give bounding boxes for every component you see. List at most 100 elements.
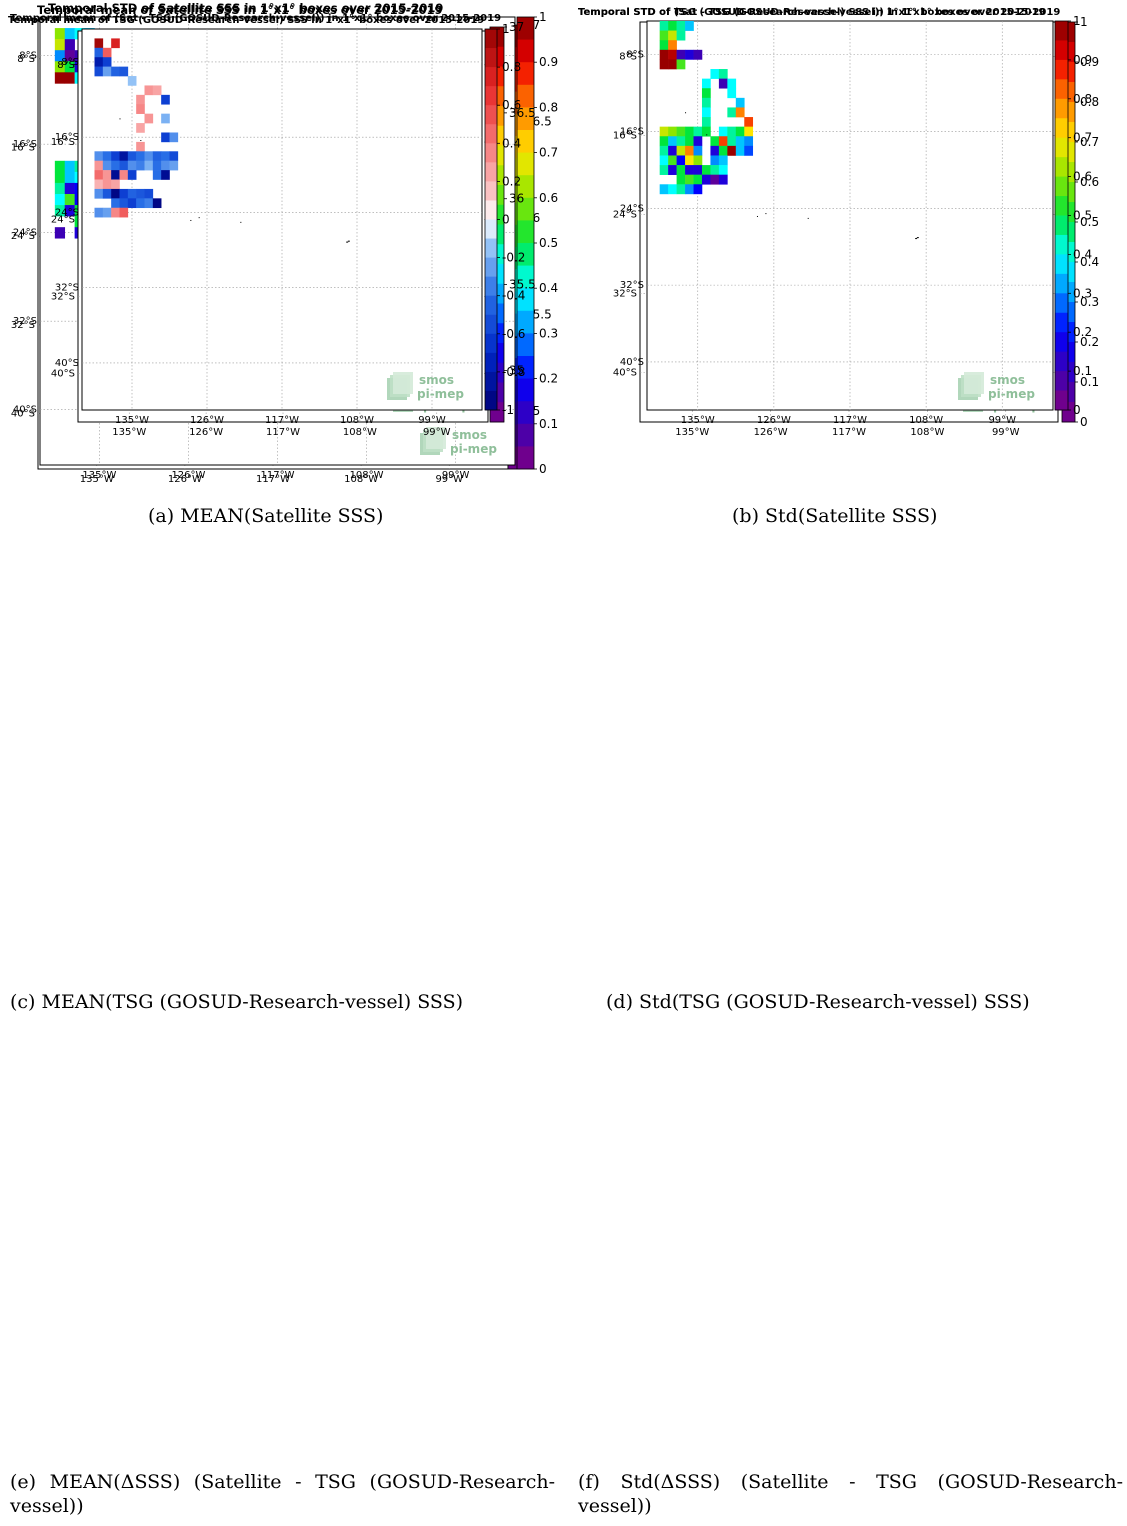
island [198,217,200,219]
colorbar-band [517,175,534,199]
grid-cell [735,126,745,137]
colorbar-tick-label: 35 [509,363,524,377]
island [346,241,349,243]
colorbar-tick-label: 0.1 [1073,364,1092,378]
grid-cell [710,145,720,156]
grid-cell [111,188,120,199]
colorbar-tick-label: 37 [509,20,524,34]
x-tick-label: 99°W [423,427,451,438]
colorbar-band [1055,273,1068,294]
grid-cell [676,21,686,31]
colorbar-tick-label: -1 [502,403,514,417]
grid-cell [735,136,745,147]
grid-cell [54,160,66,173]
colorbar-band [1055,79,1068,100]
chart-title: Temporal mean of Satellite SSS in 1°x1° … [37,3,442,17]
x-tick-label: 108°W [909,415,943,426]
colorbar-tick-label: 0.8 [1073,92,1092,106]
y-tick-label: 16°S [13,139,37,150]
grid-cell [710,155,720,166]
colorbar-band [1055,215,1068,236]
grid-cell [54,61,66,73]
grid-cell [102,57,112,67]
grid-cell [668,49,677,60]
island [807,217,809,219]
chart-title: Temporal STD of (Sat - TSG (GOSUD-Resear… [578,7,1060,18]
colorbar-tick-label: -0.4 [502,289,525,303]
grid-cell [127,160,137,171]
grid-cell [718,155,728,166]
x-tick-label: 126°W [171,470,205,481]
grid-cell [54,205,66,217]
grid-cell [111,151,120,162]
colorbar-band [1055,118,1068,139]
grid-cell [710,69,720,79]
grid-cell [676,59,686,70]
colorbar-band [485,295,497,316]
y-tick-label: 8°S [61,57,79,68]
grid-cell [136,141,145,152]
grid-cell [718,174,728,185]
caption-e: (e) MEAN(ΔSSS) (Satellite - TSG (GOSUD-R… [10,1471,555,1517]
colorbar-tick-label: 0.6 [1073,170,1092,184]
grid-cell [693,145,703,156]
grid-cell [685,49,694,60]
grid-cell [102,179,112,190]
colorbar-tick-label: 0.3 [539,326,558,340]
grid-cell [144,198,154,209]
grid-cell [54,39,66,51]
grid-cell [685,155,694,166]
grid-cell [735,97,745,108]
grid-cell [102,151,112,162]
grid-cell [685,21,694,31]
grid-cell [127,76,137,86]
grid-cell [127,151,137,162]
grid-cell [693,136,703,147]
y-tick-label: 24°S [613,210,637,221]
y-tick-label: 16°S [55,132,79,143]
grid-cell [119,207,129,218]
island [119,118,121,120]
colorbar-band [517,39,534,63]
grid-cell [668,40,677,51]
colorbar-tick-label: 0.5 [1073,209,1092,223]
colorbar-tick-label: 0.8 [539,100,558,114]
colorbar-band [1055,21,1068,41]
grid-cell [659,40,669,51]
grid-cell [94,207,104,218]
x-tick-label: 117°W [265,415,299,426]
x-tick-label: 108°W [910,427,944,438]
grid-cell [744,117,754,127]
x-tick-label: 99°W [992,427,1020,438]
grid-cell [136,123,145,133]
grid-cell [102,170,112,180]
grid-cell [127,170,137,180]
grid-cell [668,21,677,31]
grid-cell [64,182,75,195]
colorbar-tick-label: 36.5 [509,106,536,120]
grid-cell [144,85,154,96]
colorbar-band [485,48,497,68]
colorbar-tick-label: 0.2 [1073,325,1092,339]
colorbar-tick-label: 0.4 [502,136,521,150]
colorbar-tick-label: 0.8 [502,60,521,74]
colorbar-band [517,401,534,425]
colorbar-band [1055,59,1068,80]
grid-cell [744,126,754,137]
x-tick-label: 135°W [80,474,114,485]
colorbar-band [517,84,534,108]
logo-mark [426,427,446,449]
grid-cell [64,193,75,206]
colorbar-band [485,390,497,411]
grid-cell [161,113,170,124]
island [916,237,919,239]
caption-a: (a) MEAN(Satellite SSS) [148,505,384,527]
y-tick-label: 32°S [613,289,637,300]
grid-cell [668,30,677,41]
y-tick-label: 32°S [13,316,37,327]
y-tick-label: 40°S [620,357,644,368]
colorbar-tick-label: 0 [1080,415,1088,429]
grid-cell [169,160,179,171]
grid-cell [676,145,686,156]
